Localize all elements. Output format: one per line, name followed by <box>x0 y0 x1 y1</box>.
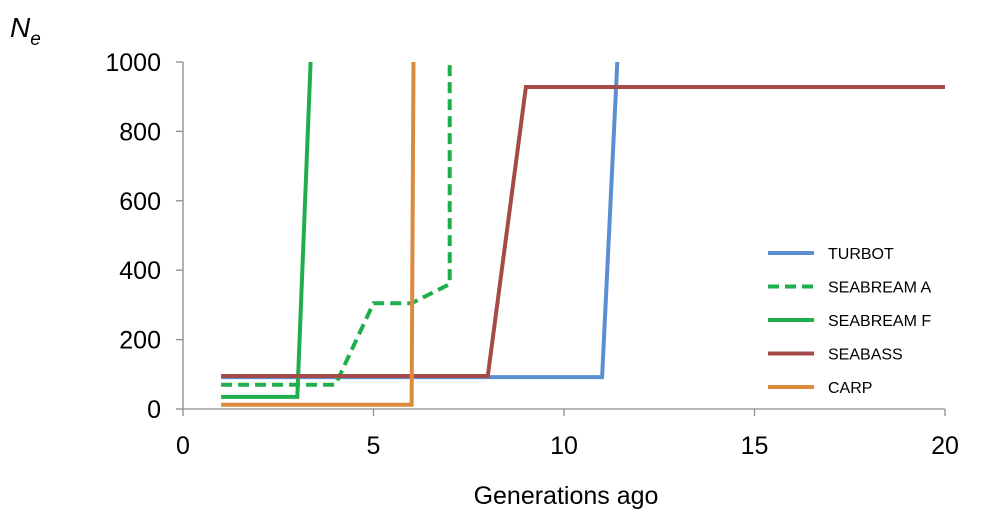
series-group <box>221 61 945 407</box>
y-axis-label-main: N <box>10 12 31 43</box>
y-tick-label: 600 <box>119 188 161 216</box>
y-tick-label: 400 <box>119 257 161 285</box>
series-line-seabass <box>221 85 945 378</box>
x-tick-label: 10 <box>550 432 578 460</box>
legend-label-turbot: TURBOT <box>828 246 894 263</box>
legend-label-seabream-f: SEABREAM F <box>828 313 931 330</box>
y-tick-label: 1000 <box>105 49 161 77</box>
y-axis-label-subscript: e <box>30 29 41 50</box>
legend-label-carp: CARP <box>828 380 872 397</box>
y-axis-ticks: 0 200 400 600 800 1000 <box>105 49 183 424</box>
x-axis-label: Generations ago <box>474 482 659 510</box>
legend-label-seabream-a: SEABREAM A <box>828 280 931 297</box>
y-axis-label: Ne <box>10 12 41 50</box>
series-line-carp <box>221 61 416 407</box>
legend: TURBOT SEABREAM A SEABREAM F SEABASS CARP <box>768 246 931 397</box>
x-axis-ticks: 0 5 10 15 20 <box>176 409 959 460</box>
series-line-seabream-f <box>221 61 313 399</box>
legend-label-seabass: SEABASS <box>828 347 903 364</box>
series-line-turbot <box>221 61 620 380</box>
x-tick-label: 0 <box>176 432 190 460</box>
x-tick-label: 15 <box>741 432 769 460</box>
x-tick-label: 5 <box>367 432 381 460</box>
x-tick-label: 20 <box>931 432 959 460</box>
y-tick-label: 800 <box>119 118 161 146</box>
y-tick-label: 200 <box>119 327 161 355</box>
series-line-seabream-a <box>221 62 452 387</box>
y-tick-label: 0 <box>147 396 161 424</box>
